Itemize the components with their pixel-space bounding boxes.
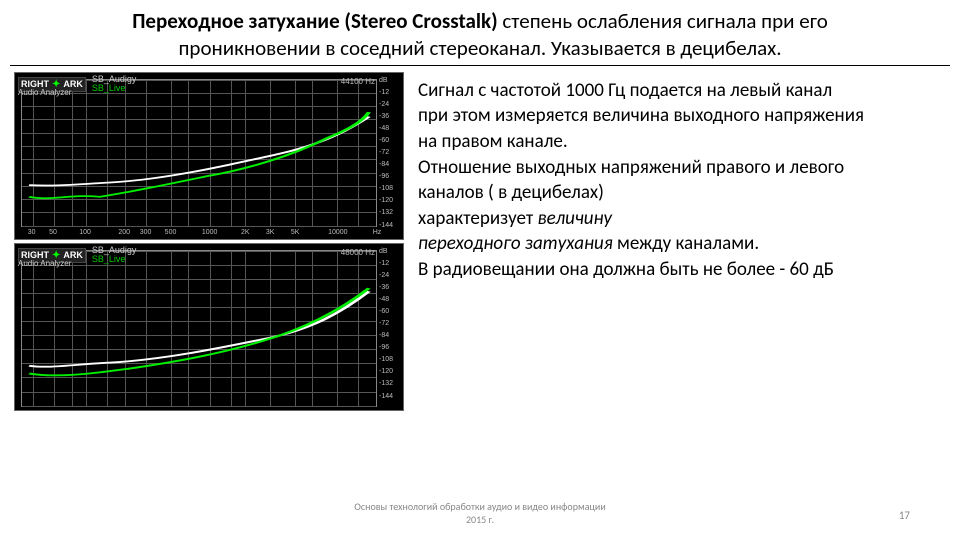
desc-line: переходного затухания между каналами. <box>418 231 946 257</box>
analyzer-label: Audio Analyzer <box>18 88 71 97</box>
title-bold: Переходное затухание (Stereo Crosstalk) <box>132 8 497 34</box>
page-title: Переходное затухание (Stereo Crosstalk) … <box>10 0 950 66</box>
title-rest1: степень ослабления сигнала при его <box>498 8 828 34</box>
series-labels: SB_Audigy SB_Live <box>92 246 137 265</box>
description-text: Сигнал с частотой 1000 Гц подается на ле… <box>418 72 946 411</box>
x-axis-labels: 305010020030050010002K3K5K10000Hz <box>21 229 377 239</box>
series-2-label: SB_Live <box>92 255 137 264</box>
y-axis-labels: dB-12-24-36-48-60-72-84-96-108-120-132-1… <box>379 77 401 229</box>
sample-rate-label: 44100 Hz <box>341 77 375 86</box>
chart-grid <box>21 250 377 407</box>
charts-column: RIGHT ✦ ARK SB_Audigy SB_Live Audio Anal… <box>14 72 404 411</box>
chart-curves <box>22 80 376 226</box>
chart-curves <box>22 251 376 406</box>
content-row: RIGHT ✦ ARK SB_Audigy SB_Live Audio Anal… <box>0 72 960 411</box>
green-curve <box>29 112 369 198</box>
green-curve <box>29 288 369 375</box>
footer-line2: 2015 г. <box>466 513 494 526</box>
title-line2: проникновении в соседний стереоканал. Ук… <box>178 35 781 61</box>
chart-grid <box>21 79 377 227</box>
white-curve <box>29 291 369 366</box>
desc-line: при этом измеряется величина выходного н… <box>418 103 946 129</box>
desc-line: В радиовещании она должна быть не более … <box>418 257 946 283</box>
page-number: 17 <box>899 509 910 522</box>
desc-line: каналов ( в децибелах) <box>418 180 946 206</box>
series-2-label: SB_Live <box>92 84 137 93</box>
series-labels: SB_Audigy SB_Live <box>92 75 137 94</box>
white-curve <box>29 116 369 185</box>
desc-line: Отношение выходных напряжений правого и … <box>418 155 946 181</box>
desc-line: на правом канале. <box>418 129 946 155</box>
y-axis-labels: dB-12-24-36-48-60-72-84-96-108-120-132-1… <box>379 248 401 400</box>
crosstalk-chart-bottom: RIGHT ✦ ARK SB_Audigy SB_Live Audio Anal… <box>14 243 404 411</box>
crosstalk-chart-top: RIGHT ✦ ARK SB_Audigy SB_Live Audio Anal… <box>14 72 404 240</box>
desc-line: характеризует величину <box>418 206 946 232</box>
analyzer-label: Audio Analyzer <box>18 259 71 268</box>
footer: Основы технологий обработки аудио и виде… <box>0 500 960 526</box>
footer-line1: Основы технологий обработки аудио и виде… <box>354 500 605 513</box>
desc-line: Сигнал с частотой 1000 Гц подается на ле… <box>418 78 946 104</box>
sample-rate-label: 48000 Hz <box>341 248 375 257</box>
